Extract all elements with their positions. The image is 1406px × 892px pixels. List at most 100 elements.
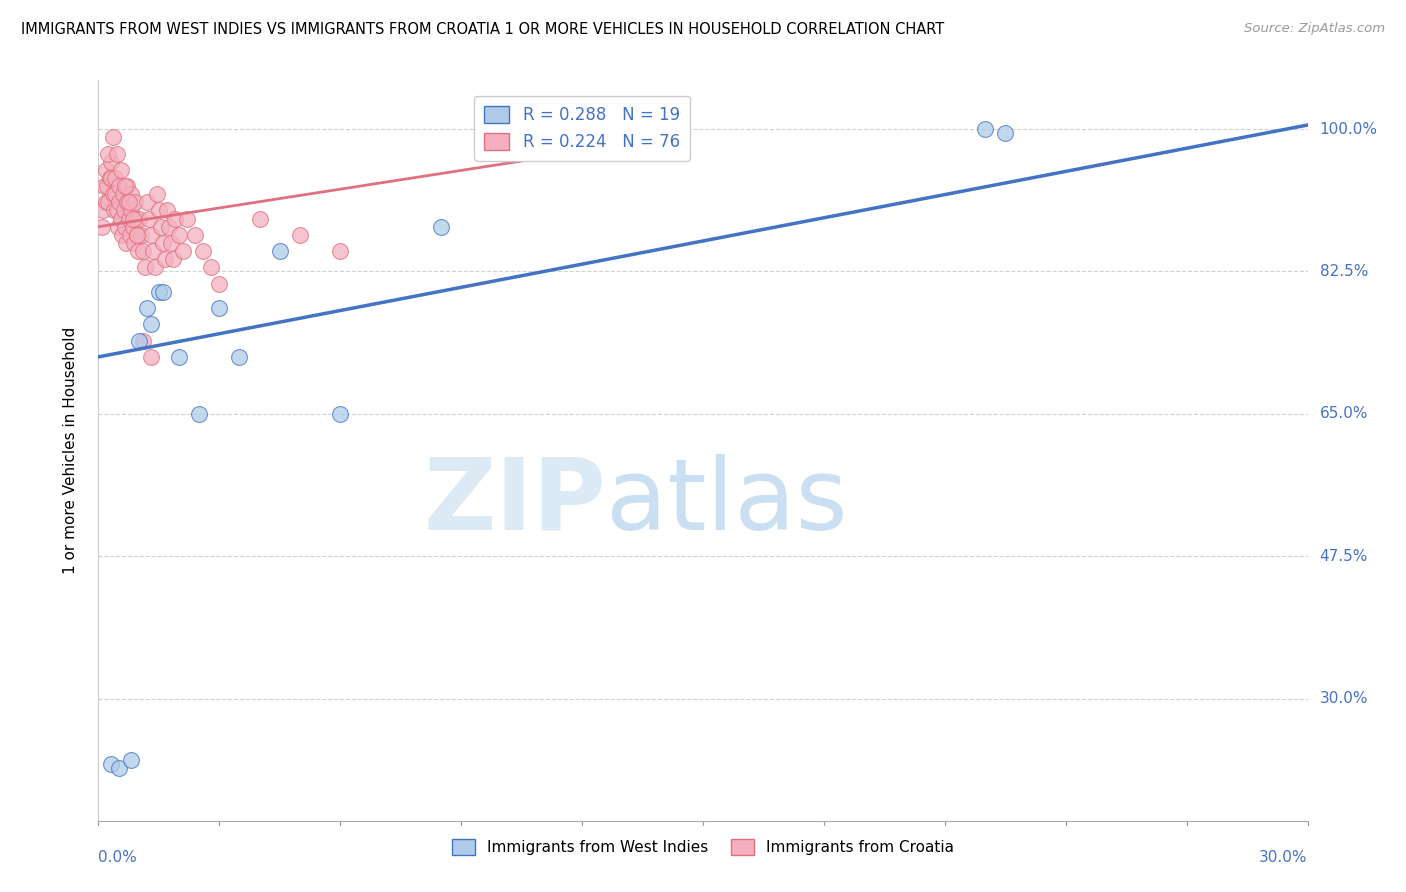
Point	[138, 211, 160, 226]
Point	[153, 252, 176, 267]
Point	[208, 301, 231, 315]
Text: 30.0%: 30.0%	[1260, 850, 1308, 865]
Point	[142, 244, 165, 259]
Point	[93, 179, 115, 194]
Point	[188, 407, 211, 421]
Point	[157, 219, 180, 234]
Point	[329, 407, 352, 421]
Text: 0.0%: 0.0%	[98, 850, 138, 865]
Point	[167, 350, 190, 364]
Point	[97, 146, 120, 161]
Point	[110, 211, 132, 226]
Legend: Immigrants from West Indies, Immigrants from Croatia: Immigrants from West Indies, Immigrants …	[446, 833, 960, 861]
Point	[103, 203, 125, 218]
Text: ZIP: ZIP	[423, 454, 606, 550]
Point	[114, 235, 136, 250]
Point	[162, 252, 184, 267]
Point	[269, 244, 291, 259]
Point	[129, 227, 152, 242]
Point	[117, 195, 139, 210]
Y-axis label: 1 or more Vehicles in Household: 1 or more Vehicles in Household	[63, 326, 77, 574]
Point	[118, 227, 141, 242]
Text: 100.0%: 100.0%	[1320, 121, 1378, 136]
Point	[122, 235, 145, 250]
Point	[152, 235, 174, 250]
Point	[148, 203, 170, 218]
Text: 82.5%: 82.5%	[1320, 264, 1368, 279]
Point	[105, 146, 128, 161]
Point	[193, 244, 215, 259]
Point	[107, 219, 129, 234]
Point	[108, 195, 131, 210]
Point	[148, 285, 170, 299]
Point	[132, 334, 155, 348]
Point	[184, 227, 207, 242]
Text: 30.0%: 30.0%	[1320, 691, 1368, 706]
Point	[146, 187, 169, 202]
Point	[974, 122, 997, 136]
Point	[101, 187, 124, 202]
Point	[97, 195, 120, 210]
Point	[163, 211, 186, 226]
Point	[139, 350, 162, 364]
Point	[127, 244, 149, 259]
Point	[105, 203, 128, 218]
Point	[115, 179, 138, 194]
Text: IMMIGRANTS FROM WEST INDIES VS IMMIGRANTS FROM CROATIA 1 OR MORE VEHICLES IN HOU: IMMIGRANTS FROM WEST INDIES VS IMMIGRANT…	[21, 22, 945, 37]
Point	[125, 227, 148, 242]
Point	[288, 227, 311, 242]
Point	[100, 170, 122, 185]
Point	[156, 203, 179, 218]
Point	[96, 162, 118, 177]
Point	[121, 203, 143, 218]
Point	[172, 244, 194, 259]
Point	[135, 195, 157, 210]
Point	[120, 753, 142, 767]
Point	[107, 761, 129, 775]
Point	[121, 219, 143, 234]
Point	[176, 211, 198, 226]
Point	[114, 219, 136, 234]
Point	[228, 350, 250, 364]
Point	[139, 227, 162, 242]
Point	[128, 334, 150, 348]
Point	[94, 195, 117, 210]
Point	[111, 187, 134, 202]
Point	[98, 170, 121, 185]
Point	[132, 244, 155, 259]
Point	[100, 154, 122, 169]
Point	[612, 122, 634, 136]
Point	[91, 203, 114, 218]
Point	[249, 211, 271, 226]
Point	[200, 260, 222, 275]
Point	[149, 219, 172, 234]
Point	[118, 195, 141, 210]
Point	[103, 170, 125, 185]
Text: atlas: atlas	[606, 454, 848, 550]
Point	[160, 235, 183, 250]
Point	[91, 219, 114, 234]
Point	[208, 277, 231, 291]
Point	[125, 227, 148, 242]
Point	[430, 219, 453, 234]
Point	[104, 187, 127, 202]
Point	[124, 211, 146, 226]
Point	[329, 244, 352, 259]
Point	[134, 260, 156, 275]
Point	[167, 227, 190, 242]
Point	[101, 130, 124, 145]
Text: 47.5%: 47.5%	[1320, 549, 1368, 564]
Point	[124, 195, 146, 210]
Point	[143, 260, 166, 275]
Point	[114, 179, 136, 194]
Point	[100, 756, 122, 771]
Point	[121, 211, 143, 226]
Point	[118, 211, 141, 226]
Point	[152, 285, 174, 299]
Text: 65.0%: 65.0%	[1320, 407, 1368, 421]
Point	[111, 227, 134, 242]
Point	[994, 126, 1017, 140]
Point	[135, 301, 157, 315]
Point	[139, 318, 162, 332]
Text: Source: ZipAtlas.com: Source: ZipAtlas.com	[1244, 22, 1385, 36]
